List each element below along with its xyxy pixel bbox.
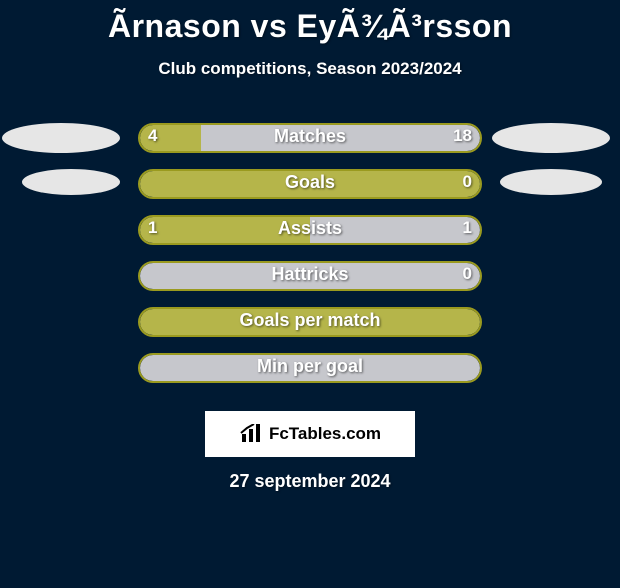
stat-value-right: 0: [463, 172, 472, 192]
stat-bar: [138, 215, 482, 245]
stat-value-right: 0: [463, 264, 472, 284]
stat-bar-full-fill: [140, 355, 480, 381]
stat-row: Goals per match: [0, 301, 620, 347]
stat-bar: [138, 307, 482, 337]
logo-box: FcTables.com: [205, 411, 415, 457]
stat-bar: [138, 261, 482, 291]
stat-value-left: 1: [148, 218, 157, 238]
stat-row: Goals0: [0, 163, 620, 209]
stat-bar-full-fill: [140, 171, 480, 197]
stat-row: Hattricks0: [0, 255, 620, 301]
stat-row: Matches418: [0, 117, 620, 163]
page-subtitle: Club competitions, Season 2023/2024: [0, 59, 620, 79]
stat-bar: [138, 123, 482, 153]
stat-bar-right-fill: [201, 125, 480, 151]
stat-bar: [138, 353, 482, 383]
comparison-bars: Matches418Goals0Assists11Hattricks0Goals…: [0, 117, 620, 393]
stat-bar-left-fill: [140, 217, 310, 243]
stat-bar-right-fill: [310, 217, 480, 243]
stat-row: Min per goal: [0, 347, 620, 393]
team-badge-right: [500, 169, 602, 195]
logo-text: FcTables.com: [269, 424, 381, 444]
team-badge-right: [492, 123, 610, 153]
stat-row: Assists11: [0, 209, 620, 255]
date-label: 27 september 2024: [0, 471, 620, 492]
stat-value-right: 18: [453, 126, 472, 146]
stat-bar: [138, 169, 482, 199]
team-badge-left: [22, 169, 120, 195]
page-title: Ãrnason vs EyÃ¾Ã³rsson: [0, 8, 620, 45]
stat-bar-full-fill: [140, 309, 480, 335]
stat-value-right: 1: [463, 218, 472, 238]
stat-value-left: 4: [148, 126, 157, 146]
chart-icon: [239, 424, 263, 444]
stat-bar-full-fill: [140, 263, 480, 289]
team-badge-left: [2, 123, 120, 153]
